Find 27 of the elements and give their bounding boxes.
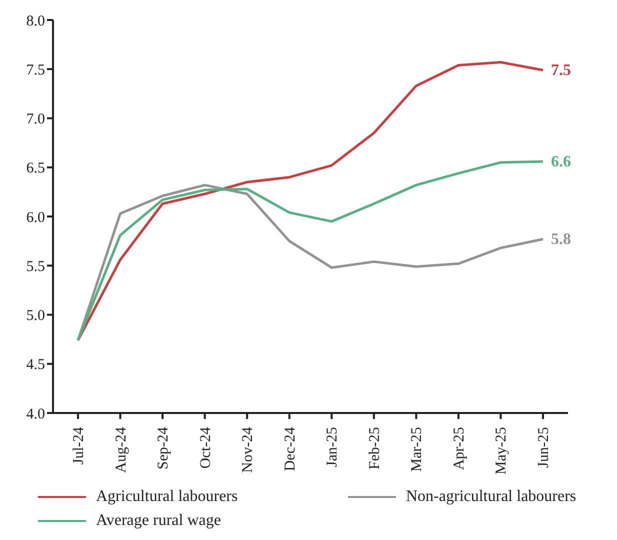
text: 5.5 — [26, 258, 45, 275]
legend-label: Average rural wage — [96, 512, 221, 530]
text: 6.5 — [26, 160, 45, 177]
text: 5.0 — [26, 308, 45, 324]
text: 8.0 — [26, 13, 45, 30]
x-tick-label: Sep-24 — [156, 426, 172, 470]
x-tick-label: Dec-24 — [282, 426, 298, 472]
x-tick-label: Nov-24 — [240, 426, 256, 473]
x-tick-label: Apr-25 — [451, 427, 468, 470]
text: 4.5 — [26, 357, 45, 374]
x-tick-label: Feb-25 — [366, 427, 383, 470]
x-tick-label: Mar-25 — [409, 427, 426, 472]
data-label: 6.6 — [551, 153, 571, 170]
text: 7.0 — [26, 112, 45, 128]
x-tick-label: Oct-24 — [198, 426, 214, 469]
text: 4.0 — [26, 406, 45, 422]
x-tick-label: Jun-25 — [536, 427, 552, 468]
text: 7.5 — [26, 62, 45, 78]
legend-label: Non-agricultural labourers — [406, 488, 576, 506]
x-tick-label: May-25 — [494, 427, 510, 474]
text: 6.0 — [26, 210, 45, 226]
x-tick-label: Aug-24 — [113, 426, 130, 473]
data-label: 5.8 — [551, 231, 571, 248]
x-tick-label: Jan-25 — [324, 427, 341, 467]
data-label: 7.5 — [551, 62, 571, 80]
legend-label: Agricultural labourers — [96, 488, 238, 506]
x-tick-label: Jul-24 — [71, 426, 87, 464]
